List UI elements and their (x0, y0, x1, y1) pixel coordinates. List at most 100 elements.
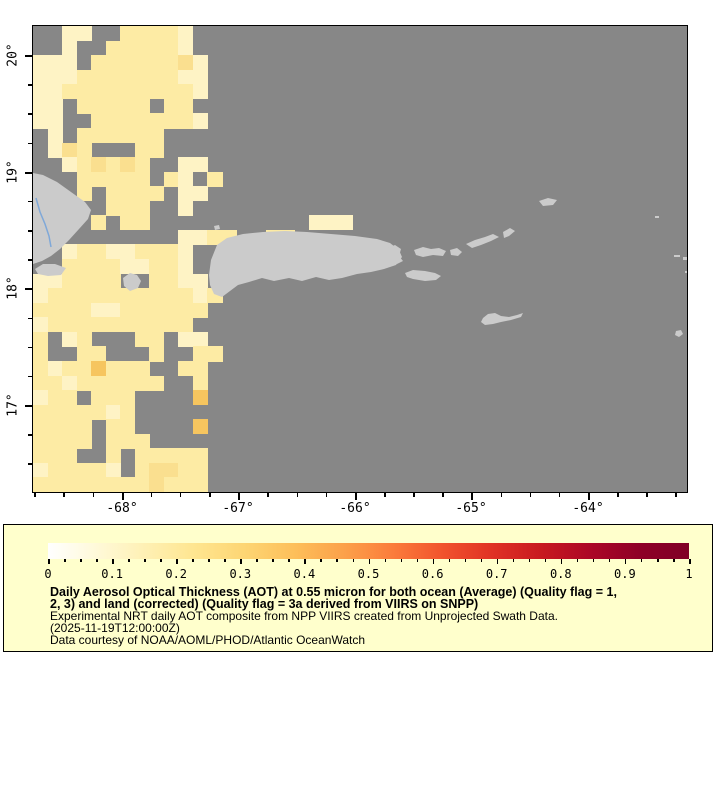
aot-cell (91, 346, 107, 362)
lon-minor-tick (296, 493, 298, 497)
aot-cell (163, 259, 179, 275)
legend-box: 0 0.1 0.2 0.3 0.4 0.5 0.6 0.7 0.8 0.9 1 Daily Aero… (3, 524, 713, 652)
aot-cell (105, 360, 121, 377)
aot-cell (163, 462, 179, 479)
lat-minor-tick (28, 84, 32, 86)
lat-minor-tick (28, 142, 32, 145)
lon-minor-tick (179, 493, 182, 497)
aot-cell (120, 244, 136, 260)
saba (675, 330, 683, 337)
colorbar-minor-tick (320, 559, 322, 562)
sombrero (655, 216, 659, 218)
aot-cell (120, 302, 136, 318)
aot-cell (76, 302, 92, 318)
lat-major-tick (25, 172, 32, 174)
colorbar-minor-tick (144, 559, 146, 562)
legend-caption-line1: Daily Aerosol Optical Thickness (AOT) at… (50, 585, 617, 599)
aot-cell (105, 375, 121, 391)
aot-cell (163, 317, 179, 333)
aot-cell (33, 404, 49, 420)
colorbar-minor-tick (336, 559, 338, 562)
aot-cell (134, 331, 150, 347)
aot-cell (178, 171, 194, 187)
aot-cell (33, 419, 49, 435)
colorbar-minor-tick (512, 559, 515, 562)
aot-cell (149, 55, 165, 71)
aot-cell (76, 84, 92, 100)
aot-cell (47, 448, 63, 464)
aot-cell (62, 419, 78, 435)
colorbar-minor-tick (64, 559, 66, 562)
aot-cell (47, 55, 63, 71)
aot-cell (91, 55, 107, 71)
aot-colorbar (48, 543, 689, 559)
aot-cell (105, 259, 121, 275)
aot-cell (105, 419, 121, 435)
landmass-layer (33, 173, 687, 337)
aot-cell (105, 171, 121, 187)
colorbar-minor-tick (352, 559, 354, 562)
aot-cell (47, 98, 63, 114)
aot-cell (33, 273, 49, 289)
aot-cell (149, 26, 165, 42)
aot-cell (33, 375, 49, 391)
aot-cell (149, 288, 165, 304)
aot-cell (47, 477, 63, 492)
aot-cell (134, 259, 150, 275)
colorbar-minor-tick (544, 559, 547, 562)
st-thomas (414, 247, 446, 257)
aot-cell (105, 477, 121, 492)
aot-cell (134, 171, 150, 187)
aot-cell (91, 259, 107, 275)
colorbar-minor-tick (448, 559, 451, 562)
colorbar-major-tick (496, 559, 499, 564)
aot-cell (47, 317, 63, 333)
aot-cell (105, 113, 121, 129)
aot-cell (62, 26, 78, 42)
aot-cell (62, 40, 78, 56)
colorbar-tick-label: 0.4 (293, 567, 316, 581)
aot-cell (134, 448, 150, 464)
colorbar-minor-tick (288, 559, 290, 562)
aot-cell (76, 288, 92, 304)
lon-major-tick (355, 493, 357, 500)
lon-minor-tick (500, 493, 503, 497)
aot-cell (120, 477, 136, 492)
lon-minor-tick (529, 493, 532, 497)
aot-cell (309, 215, 325, 231)
st-john (450, 248, 462, 256)
aot-cell (192, 157, 208, 173)
aot-cell (134, 26, 150, 42)
colorbar-major-tick (240, 559, 242, 564)
aot-cell (76, 259, 92, 275)
aot-cell (91, 171, 107, 187)
aot-cell (105, 98, 121, 114)
aot-cell (33, 331, 49, 347)
aot-cell (76, 157, 92, 173)
colorbar-minor-tick (400, 559, 403, 562)
aot-cell (120, 215, 136, 231)
aot-cell (91, 375, 107, 391)
aot-cell (91, 215, 107, 231)
aot-cell (163, 244, 179, 260)
aot-cell (120, 157, 136, 173)
lon-major-tick (122, 493, 124, 500)
colorbar-tick-label: 0.6 (421, 567, 444, 581)
mona-island (123, 273, 141, 291)
saona-island (35, 264, 66, 276)
aot-cell (192, 55, 208, 71)
aot-cell (149, 186, 165, 202)
lat-tick-label: 18° (5, 276, 21, 300)
aot-cell (178, 229, 194, 246)
aot-cell (91, 288, 107, 304)
aot-cell (76, 360, 92, 377)
aot-cell (62, 259, 78, 275)
aot-cell (91, 477, 107, 492)
aot-cell (33, 69, 49, 85)
aot-cell (149, 462, 165, 479)
tortola-chain (466, 234, 499, 248)
aot-cell (178, 84, 194, 100)
aot-cell (105, 69, 121, 85)
aot-cell (105, 317, 121, 333)
